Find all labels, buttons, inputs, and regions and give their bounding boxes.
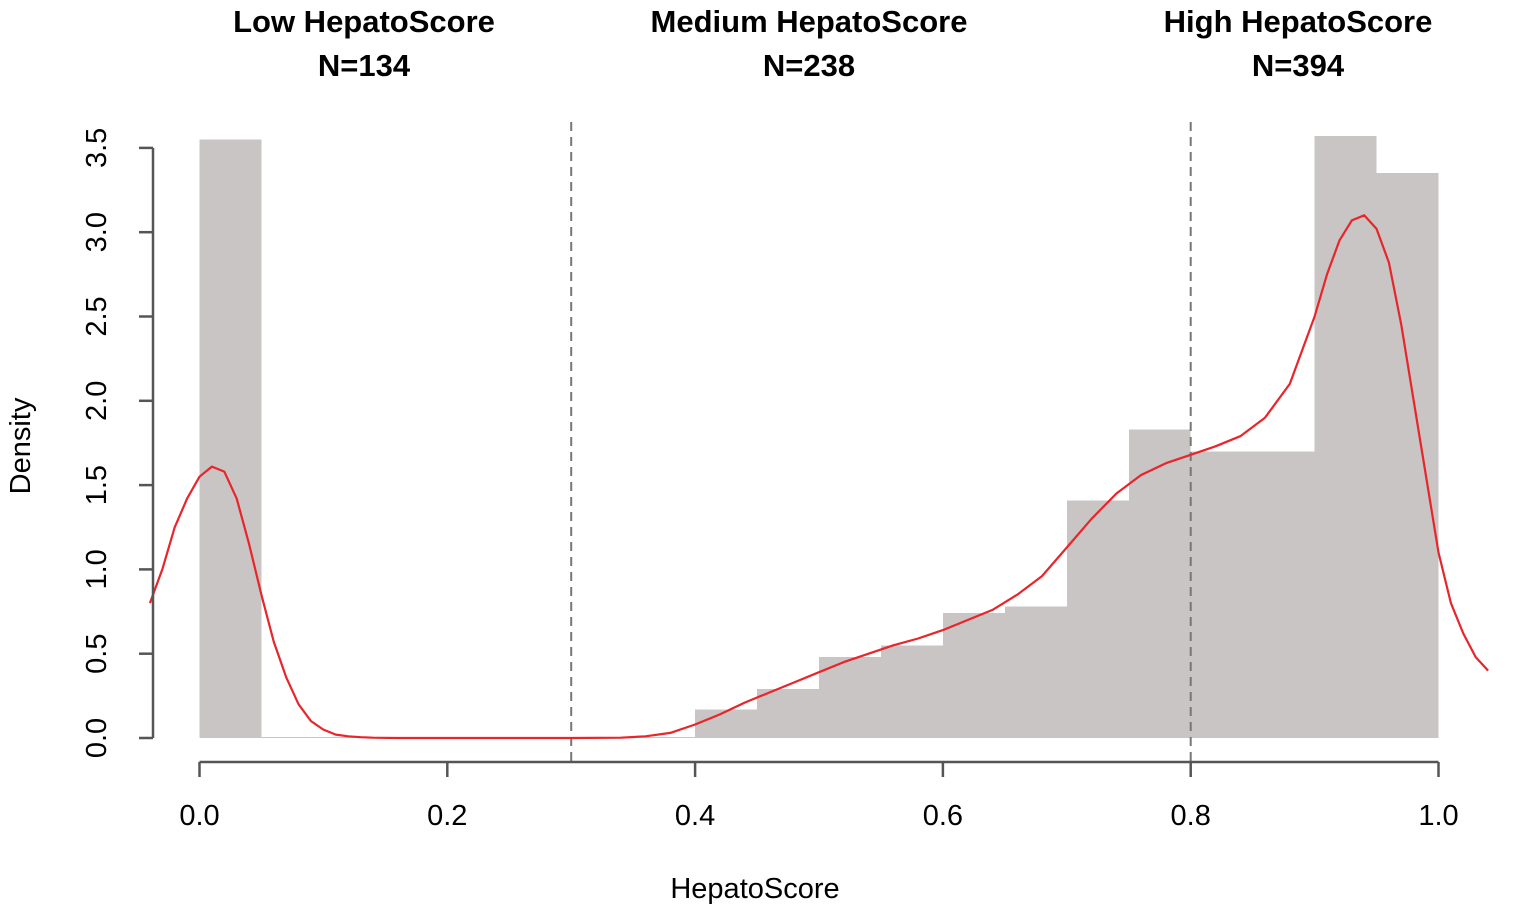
y-tick-label: 2.0: [81, 381, 113, 421]
y-tick-label: 1.5: [81, 465, 113, 505]
y-tick-label: 1.0: [81, 549, 113, 589]
group-title-low: Low HepatoScore N=134: [164, 0, 564, 88]
x-tick-label: 0.4: [675, 800, 715, 832]
histogram-bar-13: [1004, 606, 1067, 738]
x-tick-label: 0.0: [179, 800, 219, 832]
group-count: N=134: [317, 48, 411, 83]
histogram-bars: [199, 136, 1439, 739]
x-tick-label: 0.6: [923, 800, 963, 832]
y-tick-label: 3.5: [81, 128, 113, 168]
histogram-bar-0: [199, 139, 262, 739]
histogram-bar-9: [757, 689, 819, 738]
group-title-medium: Medium HepatoScore N=238: [609, 0, 1009, 88]
group-name: Medium HepatoScore: [650, 4, 968, 39]
x-tick-label: 0.2: [427, 800, 467, 832]
histogram-bar-17: [1252, 451, 1315, 738]
histogram-bar-7: [633, 736, 696, 738]
group-name: Low HepatoScore: [233, 4, 495, 39]
histogram-bar-15: [1128, 429, 1191, 738]
x-axis: 0.0 0.2 0.4 0.6 0.8 1.0: [179, 760, 1459, 832]
y-tick-label: 3.0: [81, 212, 113, 252]
histogram-bar-18: [1314, 136, 1377, 738]
x-tick-label: 1.0: [1418, 800, 1458, 832]
y-axis-title: Density: [5, 397, 37, 494]
histogram-bar-14: [1066, 500, 1129, 738]
group-title-high: High HepatoScore N=394: [1098, 0, 1498, 88]
histogram-bar-12: [942, 613, 1005, 738]
group-count: N=394: [1251, 48, 1345, 83]
cutoff-lines: [570, 122, 1192, 766]
density-curve: [148, 214, 1489, 740]
y-tick-label: 0.0: [81, 718, 113, 758]
y-tick-label: 0.5: [81, 634, 113, 674]
x-axis-title: HepatoScore: [670, 873, 839, 905]
histogram-bar-16: [1190, 451, 1253, 738]
y-axis: 0.0 0.5 1.0 1.5 2.0 2.5 3.0 3.5: [81, 128, 155, 758]
histogram-bar-11: [880, 645, 943, 738]
x-tick-label: 0.8: [1171, 800, 1211, 832]
group-count: N=238: [762, 48, 856, 83]
histogram-bar-19: [1376, 173, 1439, 738]
group-name: High HepatoScore: [1163, 4, 1433, 39]
histogram-bar-10: [819, 657, 881, 738]
histogram-bar-8: [695, 709, 758, 738]
y-tick-label: 2.5: [81, 296, 113, 336]
histogram-bar-1: [261, 736, 324, 738]
density-curve-group: [148, 214, 1489, 740]
